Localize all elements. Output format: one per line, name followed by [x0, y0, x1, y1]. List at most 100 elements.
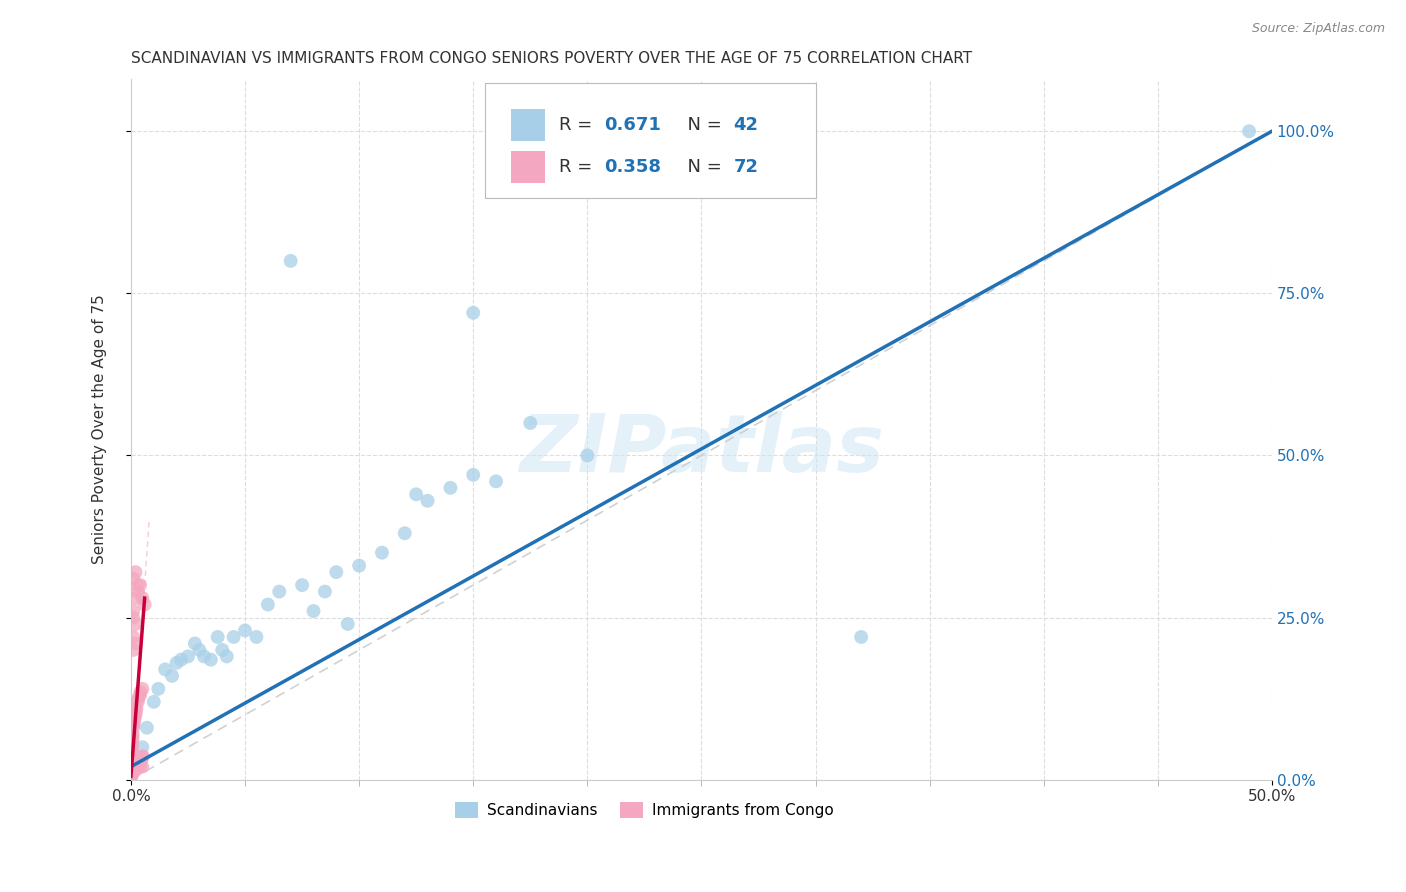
- Point: [371, 546, 394, 560]
- Point: [184, 636, 207, 650]
- Point: [193, 649, 215, 664]
- Point: [207, 630, 229, 644]
- Point: [124, 760, 146, 774]
- Point: [131, 740, 153, 755]
- Point: [124, 711, 146, 725]
- Point: [519, 416, 541, 430]
- Point: [122, 763, 145, 777]
- Point: [463, 467, 485, 482]
- Point: [211, 643, 233, 657]
- Point: [124, 617, 146, 632]
- Point: [849, 630, 872, 644]
- Point: [124, 759, 146, 773]
- Point: [125, 759, 148, 773]
- Point: [122, 759, 145, 773]
- FancyBboxPatch shape: [485, 83, 815, 198]
- Point: [122, 572, 145, 586]
- Bar: [510, 151, 546, 183]
- Point: [463, 306, 485, 320]
- Point: [127, 756, 149, 770]
- Point: [131, 759, 153, 773]
- Text: R =: R =: [558, 116, 598, 134]
- Bar: [510, 109, 546, 141]
- Text: 42: 42: [734, 116, 758, 134]
- Point: [121, 766, 143, 780]
- Point: [153, 662, 176, 676]
- Text: 72: 72: [734, 158, 758, 176]
- Y-axis label: Seniors Poverty Over the Age of 75: Seniors Poverty Over the Age of 75: [93, 294, 107, 565]
- Point: [416, 493, 439, 508]
- Point: [124, 761, 146, 775]
- Point: [200, 653, 222, 667]
- Point: [121, 733, 143, 747]
- Point: [121, 766, 143, 780]
- Point: [122, 721, 145, 735]
- Point: [131, 750, 153, 764]
- Point: [122, 762, 145, 776]
- Point: [131, 751, 153, 765]
- Point: [485, 475, 508, 489]
- Text: N =: N =: [676, 116, 728, 134]
- Point: [129, 753, 152, 767]
- Point: [122, 604, 145, 618]
- Point: [129, 685, 152, 699]
- Point: [1237, 124, 1260, 138]
- Point: [121, 767, 143, 781]
- Point: [257, 598, 280, 612]
- Point: [347, 558, 370, 573]
- Point: [135, 721, 157, 735]
- Point: [129, 689, 152, 703]
- Point: [129, 752, 152, 766]
- Point: [125, 705, 148, 719]
- Point: [269, 584, 291, 599]
- Text: SCANDINAVIAN VS IMMIGRANTS FROM CONGO SENIORS POVERTY OVER THE AGE OF 75 CORRELA: SCANDINAVIAN VS IMMIGRANTS FROM CONGO SE…: [131, 51, 972, 66]
- Text: Source: ZipAtlas.com: Source: ZipAtlas.com: [1251, 22, 1385, 36]
- Point: [121, 765, 143, 780]
- Point: [121, 764, 143, 779]
- Point: [120, 747, 142, 761]
- Point: [124, 707, 146, 722]
- Point: [134, 598, 156, 612]
- Point: [129, 752, 152, 766]
- Point: [177, 649, 200, 664]
- Point: [394, 526, 416, 541]
- Point: [122, 630, 145, 644]
- Point: [142, 695, 165, 709]
- Point: [215, 649, 238, 664]
- Point: [124, 759, 146, 773]
- Point: [127, 695, 149, 709]
- Point: [127, 756, 149, 771]
- Point: [166, 656, 188, 670]
- Point: [439, 481, 461, 495]
- Point: [245, 630, 267, 644]
- Point: [124, 591, 146, 605]
- Point: [121, 727, 143, 741]
- Point: [132, 749, 155, 764]
- Point: [405, 487, 427, 501]
- Point: [336, 617, 359, 632]
- Point: [160, 669, 183, 683]
- Legend: Scandinavians, Immigrants from Congo: Scandinavians, Immigrants from Congo: [449, 797, 841, 824]
- Point: [233, 624, 256, 638]
- Text: N =: N =: [676, 158, 728, 176]
- Point: [122, 643, 145, 657]
- Point: [122, 714, 145, 729]
- Point: [280, 253, 302, 268]
- Point: [127, 753, 149, 767]
- Point: [124, 636, 146, 650]
- Point: [325, 565, 347, 579]
- Point: [121, 731, 143, 745]
- Point: [125, 701, 148, 715]
- Point: [302, 604, 325, 618]
- Point: [188, 643, 211, 657]
- Point: [125, 762, 148, 776]
- Point: [127, 691, 149, 706]
- Point: [576, 449, 599, 463]
- Text: 0.671: 0.671: [605, 116, 661, 134]
- Point: [127, 578, 149, 592]
- Point: [120, 769, 142, 783]
- Point: [128, 755, 150, 769]
- Text: 0.358: 0.358: [605, 158, 661, 176]
- Point: [122, 762, 145, 776]
- Text: ZIPatlas: ZIPatlas: [519, 411, 884, 490]
